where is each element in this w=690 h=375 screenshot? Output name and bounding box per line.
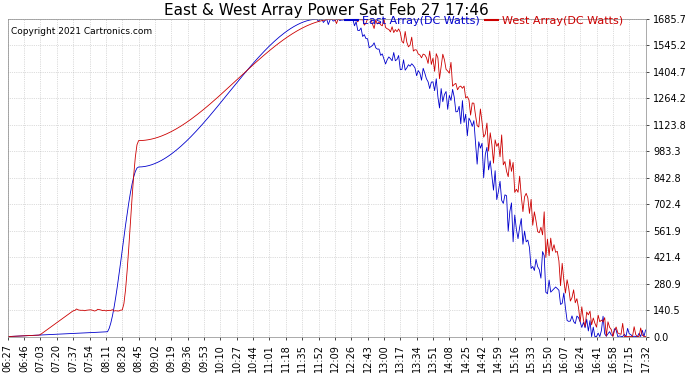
Text: Copyright 2021 Cartronics.com: Copyright 2021 Cartronics.com: [11, 27, 152, 36]
Title: East & West Array Power Sat Feb 27 17:46: East & West Array Power Sat Feb 27 17:46: [164, 3, 489, 18]
Legend: East Array(DC Watts), West Array(DC Watts): East Array(DC Watts), West Array(DC Watt…: [341, 12, 627, 31]
